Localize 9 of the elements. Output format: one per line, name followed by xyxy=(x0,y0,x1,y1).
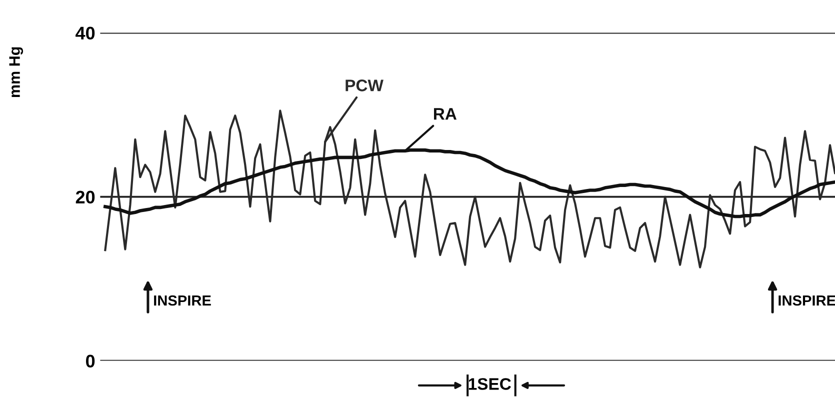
text: 1SEC xyxy=(468,378,511,390)
text: PCW xyxy=(346,80,384,92)
y-tick-label: 20 xyxy=(76,190,95,204)
annotation: INSPIRE xyxy=(778,295,835,306)
y-tick-label: 0 xyxy=(86,354,95,368)
y-axis-title: mm Hg xyxy=(9,47,24,98)
series-label: RA xyxy=(434,108,457,120)
y-tick-label: 40 xyxy=(76,26,95,40)
annotation: INSPIRE xyxy=(154,295,211,306)
